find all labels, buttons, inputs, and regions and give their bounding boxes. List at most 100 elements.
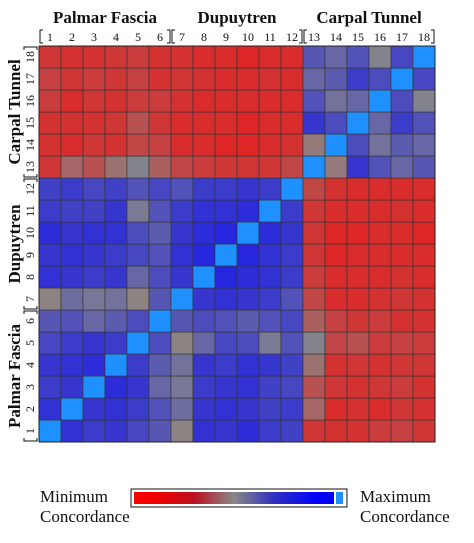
heatmap-cell	[126, 397, 150, 421]
heatmap-cell	[324, 133, 348, 157]
heatmap-cell	[60, 45, 84, 69]
heatmap-cell	[390, 375, 414, 399]
y-tick-label: 15	[23, 117, 37, 129]
heatmap-cell	[214, 67, 238, 91]
heatmap-cell	[192, 287, 216, 311]
x-bracket-open	[39, 29, 43, 44]
x-tick-label: 11	[264, 30, 276, 44]
legend-max-label: Maximum Concordance	[360, 487, 450, 526]
heatmap-cell	[214, 353, 238, 377]
heatmap-cell	[192, 221, 216, 245]
heatmap-cells	[38, 45, 436, 443]
heatmap-cell	[170, 353, 194, 377]
heatmap-cell	[38, 353, 62, 377]
heatmap-cell	[126, 419, 150, 443]
heatmap-cell	[258, 221, 282, 245]
heatmap-cell	[368, 265, 392, 289]
heatmap-cell	[412, 177, 436, 201]
heatmap-cell	[258, 89, 282, 113]
heatmap-cell	[148, 309, 172, 333]
heatmap-cell	[104, 155, 128, 179]
y-tick-label: 2	[23, 406, 37, 412]
heatmap-cell	[104, 397, 128, 421]
heatmap-cell	[302, 265, 326, 289]
heatmap-cell	[170, 309, 194, 333]
heatmap-cell	[390, 199, 414, 223]
x-bracket-close	[299, 29, 303, 44]
legend-gradient-bar	[134, 492, 334, 504]
heatmap-cell	[214, 221, 238, 245]
x-tick-label: 5	[135, 30, 141, 44]
heatmap-cell	[390, 155, 414, 179]
heatmap-cell	[126, 177, 150, 201]
heatmap-cell	[346, 89, 370, 113]
heatmap-cell	[82, 45, 106, 69]
y-group-label: Palmar Fascia	[5, 323, 24, 428]
y-tick-label: 18	[23, 51, 37, 63]
heatmap-cell	[38, 111, 62, 135]
x-tick-label: 9	[223, 30, 229, 44]
heatmap-cell	[324, 177, 348, 201]
heatmap-cell	[236, 353, 260, 377]
heatmap-cell	[82, 199, 106, 223]
heatmap-cell	[192, 133, 216, 157]
heatmap-cell	[170, 177, 194, 201]
heatmap-cell	[258, 353, 282, 377]
heatmap-cell	[38, 419, 62, 443]
heatmap-cell	[170, 111, 194, 135]
y-tick-label: 10	[23, 227, 37, 239]
heatmap-cell	[324, 353, 348, 377]
heatmap-cell	[368, 397, 392, 421]
heatmap-cell	[236, 375, 260, 399]
x-tick-label: 7	[179, 30, 185, 44]
heatmap-cell	[346, 287, 370, 311]
heatmap-cell	[302, 397, 326, 421]
heatmap-cell	[126, 221, 150, 245]
heatmap-cell	[324, 243, 348, 267]
heatmap-cell	[368, 309, 392, 333]
heatmap-cell	[82, 309, 106, 333]
heatmap-cell	[104, 375, 128, 399]
x-bracket-open	[171, 29, 175, 44]
heatmap-cell	[346, 155, 370, 179]
heatmap-cell	[60, 331, 84, 355]
heatmap-cell	[390, 243, 414, 267]
heatmap-cell	[258, 309, 282, 333]
heatmap-cell	[126, 265, 150, 289]
heatmap-cell	[104, 309, 128, 333]
y-tick-label: 11	[23, 205, 37, 217]
heatmap-cell	[236, 309, 260, 333]
heatmap-cell	[214, 243, 238, 267]
heatmap-cell	[170, 375, 194, 399]
heatmap-cell	[126, 287, 150, 311]
heatmap-cell	[368, 199, 392, 223]
heatmap-cell	[60, 287, 84, 311]
heatmap-cell	[258, 287, 282, 311]
y-tick-label: 3	[23, 384, 37, 390]
heatmap-cell	[258, 155, 282, 179]
x-tick-label: 18	[418, 30, 430, 44]
heatmap-cell	[236, 221, 260, 245]
y-tick-label: 16	[23, 95, 37, 107]
heatmap-cell	[258, 397, 282, 421]
y-tick-label: 8	[23, 274, 37, 280]
heatmap-cell	[302, 243, 326, 267]
y-bracket-open	[23, 174, 38, 178]
heatmap-cell	[390, 419, 414, 443]
heatmap-cell	[258, 199, 282, 223]
heatmap-cell	[258, 67, 282, 91]
heatmap-cell	[236, 243, 260, 267]
heatmap-cell	[346, 265, 370, 289]
heatmap-cell	[412, 287, 436, 311]
heatmap-cell	[412, 89, 436, 113]
heatmap-cell	[104, 177, 128, 201]
heatmap-cell	[324, 111, 348, 135]
heatmap-cell	[38, 397, 62, 421]
heatmap-cell	[82, 177, 106, 201]
y-tick-label: 7	[23, 296, 37, 302]
heatmap-cell	[324, 287, 348, 311]
heatmap-cell	[412, 45, 436, 69]
heatmap-cell	[214, 45, 238, 69]
heatmap-cell	[368, 375, 392, 399]
